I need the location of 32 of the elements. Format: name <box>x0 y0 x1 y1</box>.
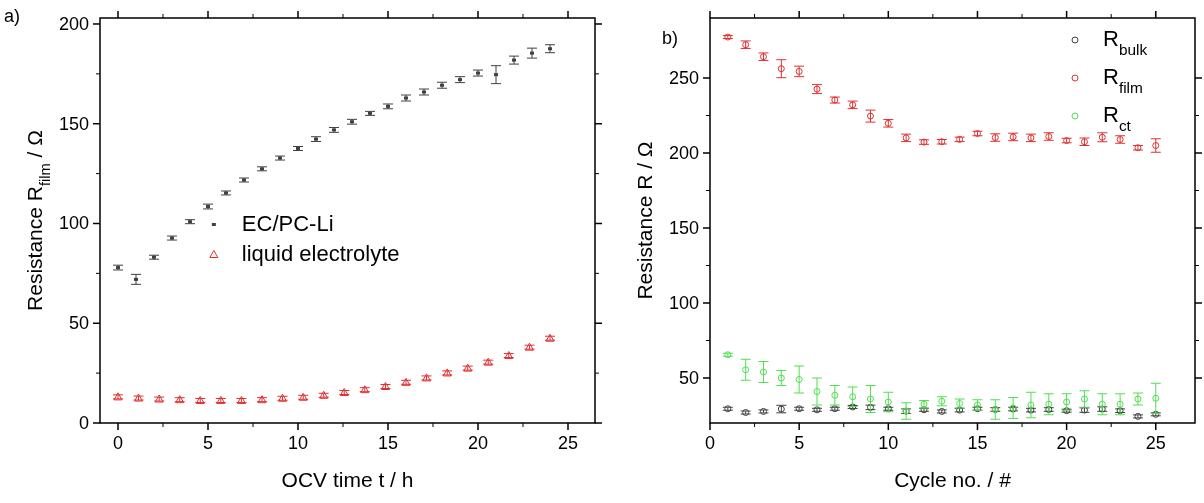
x-tick-label: 0 <box>112 433 124 453</box>
y-tick-label: 200 <box>668 143 699 163</box>
x-tick-label: 15 <box>967 433 988 453</box>
y-tick-label: 100 <box>58 213 89 234</box>
x-tick-label: 20 <box>1056 433 1077 453</box>
y-tick-label: 250 <box>668 68 699 88</box>
y-tick-label: 100 <box>668 293 699 313</box>
x-axis-title: Cycle no. / # <box>894 468 1012 491</box>
x-tick-label: 10 <box>287 433 309 453</box>
legend-label: R$_{bulk}$ <box>1103 26 1148 58</box>
y-tick-label: 50 <box>68 313 89 334</box>
x-tick-label: 15 <box>377 433 399 453</box>
text: a) <box>4 6 21 26</box>
y-tick-label: 200 <box>58 13 89 34</box>
y-tick-label: 150 <box>668 218 699 238</box>
y-tick-label: 150 <box>58 113 89 134</box>
y-tick-label: 0 <box>78 413 89 433</box>
text: b) <box>662 28 679 48</box>
legend-label: R$_{film}$ <box>1103 64 1143 96</box>
legend-label: R$_{ct}$ <box>1103 102 1132 134</box>
x-tick-label: 25 <box>557 433 579 453</box>
y-tick-label: 50 <box>678 368 699 388</box>
x-tick-label: 5 <box>794 433 805 453</box>
x-tick-label: 10 <box>878 433 899 453</box>
x-tick-label: 0 <box>704 433 716 453</box>
y-axis-title: Resistance R / Ω <box>633 141 656 300</box>
legend-label: EC/PC-Li <box>241 210 334 236</box>
x-tick-label: 25 <box>1145 433 1166 453</box>
x-tick-label: 5 <box>202 433 214 453</box>
legend-label: liquid electrolyte <box>241 240 400 266</box>
x-tick-label: 20 <box>467 433 489 453</box>
x-axis-title: OCV time t / h <box>281 468 414 491</box>
